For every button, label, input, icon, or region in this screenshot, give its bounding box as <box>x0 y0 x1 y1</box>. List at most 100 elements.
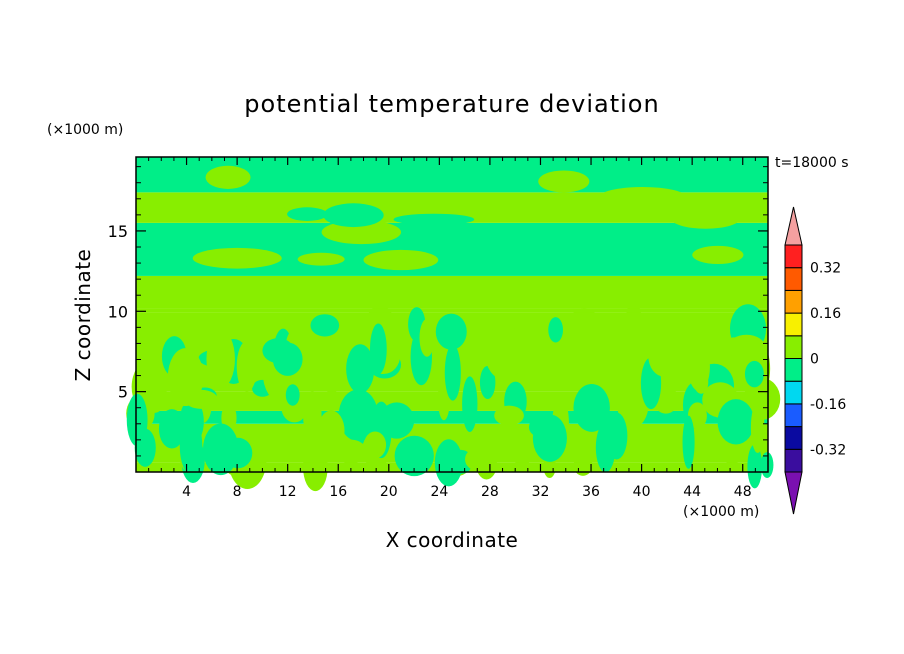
heatmap-blob <box>236 340 257 392</box>
x-tick-label: 44 <box>683 484 701 500</box>
colorbar-swatch <box>784 448 803 473</box>
heatmap-blob <box>202 423 239 476</box>
heatmap-blob <box>363 431 387 459</box>
heatmap-blob <box>538 170 590 193</box>
heatmap-blob <box>126 393 148 447</box>
heatmap-blob <box>394 435 434 477</box>
heatmap-blob <box>142 372 167 413</box>
x-tick-label: 36 <box>582 484 600 500</box>
x-tick-label: 16 <box>329 484 347 500</box>
heatmap-blob <box>494 405 524 426</box>
heatmap-blob <box>321 220 402 245</box>
heatmap-blob <box>682 415 695 469</box>
heatmap-blob <box>297 252 345 266</box>
heatmap-blob <box>323 203 384 228</box>
x-tick-label: 4 <box>182 484 191 500</box>
heatmap-blob <box>346 344 375 394</box>
x-axis: 4 8 12 16 20 24 28 32 36 40 44 48 <box>148 157 756 500</box>
colorbar-swatch <box>784 426 803 450</box>
heatmap-blob <box>727 334 766 361</box>
heatmap-blob <box>419 318 435 357</box>
x-unit-label: (×1000 m) <box>683 504 759 520</box>
colorbar-under-triangle <box>784 471 803 515</box>
heatmap-blob <box>338 389 379 442</box>
heatmap-blob <box>465 447 490 471</box>
x-tick-label: 24 <box>430 484 448 500</box>
heatmap-blob <box>687 342 710 392</box>
heatmap-blob <box>287 207 328 221</box>
heatmap-blob <box>272 342 303 376</box>
heatmap-blob <box>512 430 532 468</box>
heatmap-blob <box>393 213 475 226</box>
colorbar-swatch <box>784 312 803 337</box>
x-tick-label: 8 <box>233 484 242 500</box>
colorbar-label: 0 <box>810 352 819 368</box>
heatmap-blob <box>670 206 742 229</box>
heatmap-blob <box>444 344 461 401</box>
heatmap-blob <box>369 323 387 375</box>
x-tick-label: 28 <box>481 484 499 500</box>
colorbar-over-triangle <box>784 206 803 246</box>
y-unit-label: (×1000 m) <box>47 122 123 138</box>
heatmap-blob <box>434 439 463 487</box>
heatmap-blob <box>625 340 646 383</box>
heatmap-blob <box>335 439 367 464</box>
heatmap-blob <box>189 422 202 472</box>
heatmap-blob <box>648 334 680 377</box>
heatmap-blob <box>548 317 563 343</box>
x-tick-label: 32 <box>532 484 550 500</box>
heatmap-blob <box>167 348 204 407</box>
colorbar-swatch <box>784 244 803 269</box>
heatmap-blob <box>310 314 340 337</box>
colorbar-swatch <box>784 267 803 291</box>
x-tick-label: 48 <box>734 484 752 500</box>
heatmap-blob <box>303 443 328 492</box>
colorbar-swatch <box>784 335 803 359</box>
heatmap-blob <box>550 234 647 255</box>
heatmap-blob <box>158 409 185 449</box>
x-axis-label: X coordinate <box>386 528 519 552</box>
colorbar: 0.32 0.16 0 -0.16 -0.32 <box>784 206 846 515</box>
heatmap-blob <box>626 300 642 338</box>
heatmap-blob <box>573 383 610 432</box>
heatmap-blob <box>206 329 235 389</box>
heatmap-area <box>126 157 781 492</box>
heatmap-blob <box>479 365 496 399</box>
y-axis-label: Z coordinate <box>71 249 95 382</box>
heatmap-blob <box>687 402 707 430</box>
heatmap-blob <box>598 186 687 209</box>
heatmap-blob <box>692 245 744 265</box>
heatmap-blob <box>743 378 781 420</box>
heatmap-blob <box>317 410 345 452</box>
time-label: t=18000 s <box>775 155 849 171</box>
heatmap-blob <box>605 412 628 460</box>
heatmap-blob <box>750 402 765 453</box>
x-tick-label: 40 <box>633 484 651 500</box>
heatmap-band-6 <box>136 275 768 309</box>
heatmap-blob <box>300 340 331 361</box>
heatmap-blob <box>484 324 524 380</box>
colorbar-swatch <box>784 289 803 314</box>
colorbar-label: -0.16 <box>810 397 846 413</box>
heatmap-blob <box>747 444 763 489</box>
heatmap-blob <box>435 313 467 350</box>
colorbar-label: 0.32 <box>810 261 841 277</box>
heatmap-band-5 <box>136 308 768 313</box>
y-tick-label: 5 <box>118 383 128 402</box>
x-tick-label: 12 <box>279 484 297 500</box>
heatmap-blob <box>532 414 567 462</box>
colorbar-swatch <box>784 380 803 405</box>
heatmap-blob <box>303 391 322 440</box>
heatmap-blob <box>721 444 743 464</box>
heatmap-blob <box>205 165 251 189</box>
colorbar-label: 0.16 <box>810 306 841 322</box>
chart-title: potential temperature deviation <box>244 90 659 118</box>
y-tick-label: 10 <box>108 302 128 321</box>
heatmap-blob <box>744 360 764 388</box>
heatmap-blob <box>285 384 300 406</box>
y-axis: 5 10 15 <box>108 166 768 457</box>
heatmap-blob <box>324 353 339 398</box>
x-tick-label: 20 <box>380 484 398 500</box>
heatmap-blob <box>617 378 649 428</box>
